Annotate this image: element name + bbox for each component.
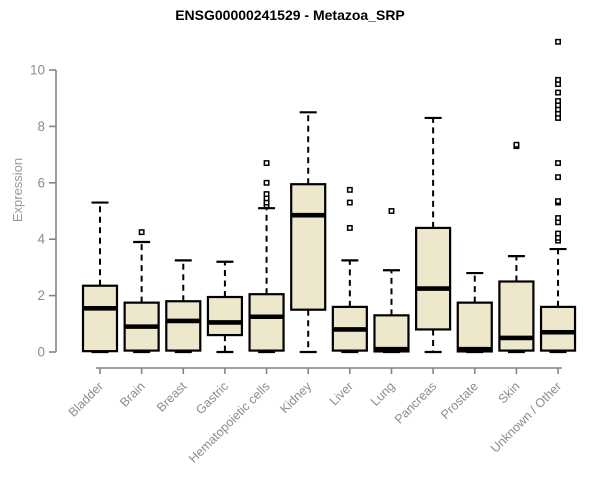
outlier-point [346, 199, 353, 206]
boxplot-series [81, 38, 577, 354]
y-tick-label: 10 [30, 63, 45, 78]
outlier-point [513, 141, 520, 148]
x-category-label-gastric: Gastric [193, 379, 231, 417]
outlier-point [555, 160, 561, 167]
box-lung [373, 208, 410, 354]
iqr-box [373, 314, 410, 353]
outlier-point [555, 76, 561, 83]
x-category-label-bladder: Bladder [66, 379, 106, 419]
y-tick-label: 2 [37, 288, 45, 303]
y-tick-label: 0 [37, 345, 45, 360]
box-prostate [456, 271, 493, 354]
outlier-point [555, 230, 561, 237]
iqr-box [415, 226, 452, 331]
chart-title: ENSG00000241529 - Metazoa_SRP [175, 7, 405, 23]
x-category-label-breast: Breast [154, 379, 190, 415]
outlier-point [346, 224, 353, 231]
outlier-point [555, 98, 561, 104]
outlier-point [555, 215, 561, 222]
x-category-label-brain: Brain [117, 379, 148, 410]
iqr-box [498, 280, 535, 352]
outlier-point [263, 191, 270, 198]
outlier-point [138, 229, 145, 236]
x-category-label-prostate: Prostate [438, 379, 481, 422]
box-unknown-other [539, 38, 577, 354]
iqr-box [456, 301, 493, 353]
iqr-box [539, 305, 577, 352]
x-category-label-unknown-other: Unknown / Other [488, 379, 564, 455]
x-category-label-pancreas: Pancreas [392, 379, 439, 426]
x-category-label-liver: Liver [327, 379, 356, 408]
box-skin [498, 141, 535, 354]
iqr-box [165, 300, 202, 352]
y-tick-label: 4 [37, 232, 45, 247]
box-pancreas [415, 116, 452, 354]
x-category-label-skin: Skin [495, 379, 522, 406]
iqr-box [290, 183, 327, 311]
outlier-point [555, 174, 561, 181]
x-category-label-hematopoietic-cells: Hematopoietic cells [186, 379, 273, 466]
iqr-box [81, 284, 119, 353]
outlier-point [263, 179, 270, 186]
iqr-box [206, 295, 244, 337]
box-hematopoietic-cells [248, 160, 285, 354]
outlier-point [346, 186, 353, 193]
x-category-label-kidney: Kidney [277, 379, 314, 416]
y-axis-label: Expression [10, 158, 25, 222]
outlier-point [555, 89, 561, 96]
y-tick-label: 6 [37, 175, 45, 190]
outlier-point [555, 38, 561, 45]
box-breast [165, 259, 202, 354]
box-liver [331, 186, 368, 354]
box-gastric [206, 260, 244, 354]
box-bladder [81, 201, 119, 354]
y-tick-label: 8 [37, 119, 45, 134]
outlier-point [263, 160, 270, 167]
x-category-label-lung: Lung [368, 379, 398, 409]
iqr-box [248, 293, 285, 352]
box-kidney [290, 111, 327, 354]
y-axis: 0 2 4 6 8 10 [30, 63, 57, 360]
box-brain [123, 229, 160, 354]
outlier-point [555, 198, 561, 205]
outlier-point [388, 208, 395, 214]
